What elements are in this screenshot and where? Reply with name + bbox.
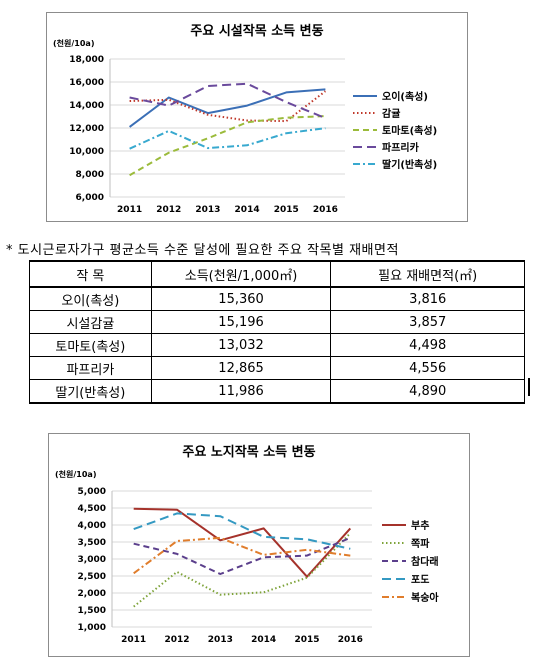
header-crop: 작 목 (29, 260, 152, 288)
x-tick-label: 2013 (208, 635, 233, 645)
cell-area: 4,556 (330, 356, 525, 380)
table-row: 토마토(촉성) 13,032 4,498 (29, 333, 525, 357)
y-tick-label: 4,500 (78, 504, 106, 514)
y-tick-label: 1,500 (78, 606, 106, 616)
y-unit-label: (천원/10a) (55, 469, 97, 479)
chart-title: 주요 시설작목 소득 변동 (190, 23, 323, 39)
legend-label: 포도 (411, 574, 429, 586)
x-tick-label: 2016 (313, 205, 338, 215)
series-line (133, 507, 352, 578)
legend-label: 참다래 (411, 555, 439, 568)
series-line (133, 512, 351, 550)
y-tick-label: 5,000 (78, 487, 106, 497)
series-line (129, 82, 326, 120)
legend-label: 파프리카 (382, 141, 420, 154)
x-tick-label: 2014 (251, 635, 276, 645)
series-line (129, 90, 327, 123)
legend-label: 쪽파 (411, 537, 430, 550)
cell-crop: 딸기(반촉성) (29, 379, 152, 404)
cell-crop: 시설감귤 (29, 310, 152, 334)
y-tick-label: 3,500 (78, 538, 106, 548)
table-note: * 도시근로자가구 평균소득 수준 달성에 필요한 주요 작목별 재배면적 (6, 243, 399, 258)
series-line (133, 532, 352, 608)
table-row: 오이(촉성) 15,360 3,816 (29, 286, 525, 311)
edge-marker (528, 378, 530, 396)
x-tick-label: 2013 (195, 205, 220, 215)
x-axis-ticks: 2011 2012 2013 2014 2015 2016 (121, 635, 363, 645)
y-tick-label: 14,000 (69, 101, 104, 111)
series-lines (133, 507, 352, 608)
y-tick-label: 10,000 (69, 147, 104, 157)
x-tick-label: 2012 (164, 635, 189, 645)
cell-area: 4,890 (330, 379, 525, 404)
legend-label: 부추 (411, 520, 429, 532)
series-line (133, 536, 351, 575)
y-unit-label: (천원/10a) (53, 38, 95, 48)
legend-label: 딸기(반촉성) (382, 158, 437, 171)
cell-crop: 오이(촉성) (29, 286, 152, 311)
x-tick-label: 2015 (274, 205, 299, 215)
series-line (128, 88, 326, 128)
cell-income: 15,196 (150, 310, 332, 334)
x-tick-label: 2011 (117, 205, 142, 215)
x-tick-label: 2011 (121, 635, 146, 645)
y-tick-label: 12,000 (69, 124, 104, 134)
required-area-table: 작 목 소득(천원/1,000㎡) 필요 재배면적(㎡) 오이(촉성) 15,3… (29, 260, 525, 404)
table-header-row: 작 목 소득(천원/1,000㎡) 필요 재배면적(㎡) (29, 260, 525, 288)
legend-label: 오이(촉성) (382, 90, 428, 103)
x-axis-ticks: 2011 2012 2013 2014 2015 2016 (117, 205, 338, 215)
facility-crop-income-chart: 주요 시설작목 소득 변동 (천원/10a) 6,000 8,000 10,000 1… (46, 12, 468, 222)
legend-label: 토마토(촉성) (382, 124, 437, 137)
y-tick-label: 3,000 (78, 555, 106, 565)
cell-income: 15,360 (150, 286, 332, 311)
table-row: 딸기(반촉성) 11,986 4,890 (29, 379, 525, 404)
y-tick-label: 4,000 (78, 521, 106, 531)
cell-crop: 토마토(촉성) (29, 333, 152, 357)
series-lines (128, 82, 327, 177)
y-tick-label: 6,000 (76, 193, 104, 203)
x-tick-label: 2015 (294, 635, 319, 645)
y-axis-ticks: 6,000 8,000 10,000 12,000 14,000 16,000 18,000 (69, 55, 345, 203)
x-tick-label: 2016 (338, 635, 363, 645)
table-row: 시설감귤 15,196 3,857 (29, 310, 525, 334)
x-tick-label: 2012 (156, 205, 181, 215)
chart-title: 주요 노지작목 소득 변동 (182, 444, 315, 460)
facility-crop-chart-svg: 주요 시설작목 소득 변동 (천원/10a) 6,000 8,000 10,000 1… (53, 23, 437, 215)
series-line (133, 536, 351, 575)
header-income: 소득(천원/1,000㎡) (150, 260, 332, 288)
cell-area: 3,816 (330, 286, 525, 311)
legend-label: 감귤 (382, 108, 400, 120)
y-tick-label: 18,000 (69, 55, 104, 65)
field-crop-income-chart: 주요 노지작목 소득 변동 (천원/10a) 1,000 1,500 2,000 2,… (48, 433, 470, 657)
y-tick-label: 2,500 (78, 572, 106, 582)
cell-crop: 파프리카 (29, 356, 152, 380)
series-line (129, 127, 326, 150)
series-line (129, 115, 326, 177)
cell-area: 3,857 (330, 310, 525, 334)
y-axis-ticks: 1,000 1,500 2,000 2,500 3,000 3,500 4,000 4,500… (78, 487, 372, 633)
cell-income: 12,865 (150, 356, 332, 380)
x-tick-label: 2014 (235, 205, 260, 215)
y-tick-label: 1,000 (78, 623, 106, 633)
cell-income: 11,986 (150, 379, 332, 404)
cell-area: 4,498 (330, 333, 525, 357)
header-area: 필요 재배면적(㎡) (330, 260, 525, 288)
y-tick-label: 8,000 (76, 170, 104, 180)
legend-label: 복숭아 (411, 591, 439, 604)
y-tick-label: 2,000 (78, 589, 106, 599)
y-tick-label: 16,000 (69, 78, 104, 88)
table-row: 파프리카 12,865 4,556 (29, 356, 525, 380)
field-crop-chart-svg: 주요 노지작목 소득 변동 (천원/10a) 1,000 1,500 2,000 2,… (55, 444, 439, 645)
cell-income: 13,032 (150, 333, 332, 357)
